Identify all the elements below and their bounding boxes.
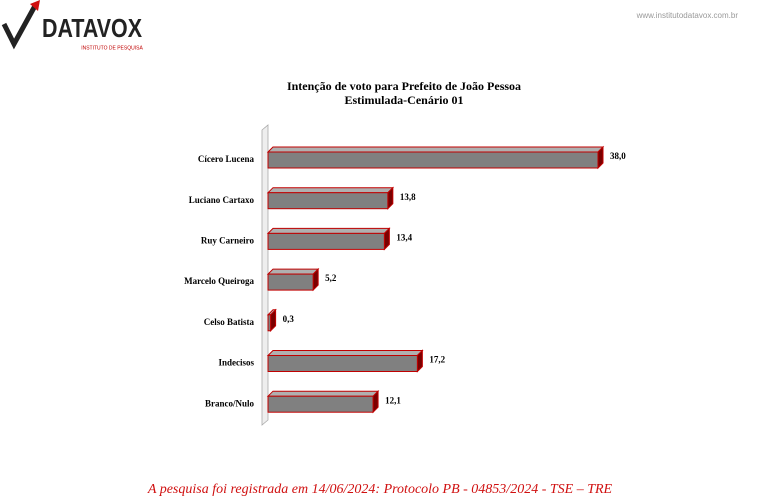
value-label: 13,8 bbox=[400, 192, 416, 202]
logo-mark bbox=[1, 0, 40, 50]
category-label: Celso Batista bbox=[204, 317, 255, 327]
category-label: Marcelo Queiroga bbox=[184, 276, 254, 286]
bar-top bbox=[266, 227, 391, 234]
bar-top bbox=[266, 350, 424, 356]
category-label: Branco/Nulo bbox=[205, 398, 255, 408]
bar bbox=[267, 232, 385, 250]
bar-top bbox=[266, 187, 395, 194]
value-label: 17,2 bbox=[429, 355, 445, 365]
category-label: Ruy Carneiro bbox=[201, 235, 255, 245]
chart-title: Intenção de voto para Prefeito de João P… bbox=[287, 79, 521, 93]
value-label: 0,3 bbox=[283, 314, 295, 324]
bar-top bbox=[266, 146, 605, 153]
bar-top bbox=[266, 390, 380, 397]
arrow-icon bbox=[30, 0, 40, 11]
bar bbox=[267, 192, 389, 210]
chart-subtitle: Estimulada-Cenário 01 bbox=[344, 93, 463, 107]
logo-subtitle: INSTITUTO DE PESQUISA bbox=[81, 45, 143, 51]
check-icon bbox=[1, 2, 39, 50]
category-label: Cícero Lucena bbox=[198, 154, 255, 164]
value-label: 13,4 bbox=[396, 232, 412, 242]
category-label: Luciano Cartaxo bbox=[189, 195, 255, 205]
bar bbox=[267, 395, 374, 413]
value-label: 5,2 bbox=[325, 273, 337, 283]
value-label: 38,0 bbox=[610, 151, 626, 161]
bar bbox=[267, 314, 272, 332]
logo: DATAVOX bbox=[42, 13, 143, 43]
bar bbox=[267, 151, 599, 169]
axis-wall bbox=[261, 124, 269, 426]
value-label: 12,1 bbox=[385, 395, 401, 405]
back-wall bbox=[261, 124, 269, 426]
bar bbox=[267, 355, 418, 372]
category-label: Indecisos bbox=[218, 358, 254, 368]
footer-note: A pesquisa foi registrada em 14/06/2024:… bbox=[147, 482, 613, 497]
bar bbox=[267, 273, 314, 291]
bar-top bbox=[266, 268, 320, 275]
website: www.institutodatavox.com.br bbox=[636, 11, 739, 20]
